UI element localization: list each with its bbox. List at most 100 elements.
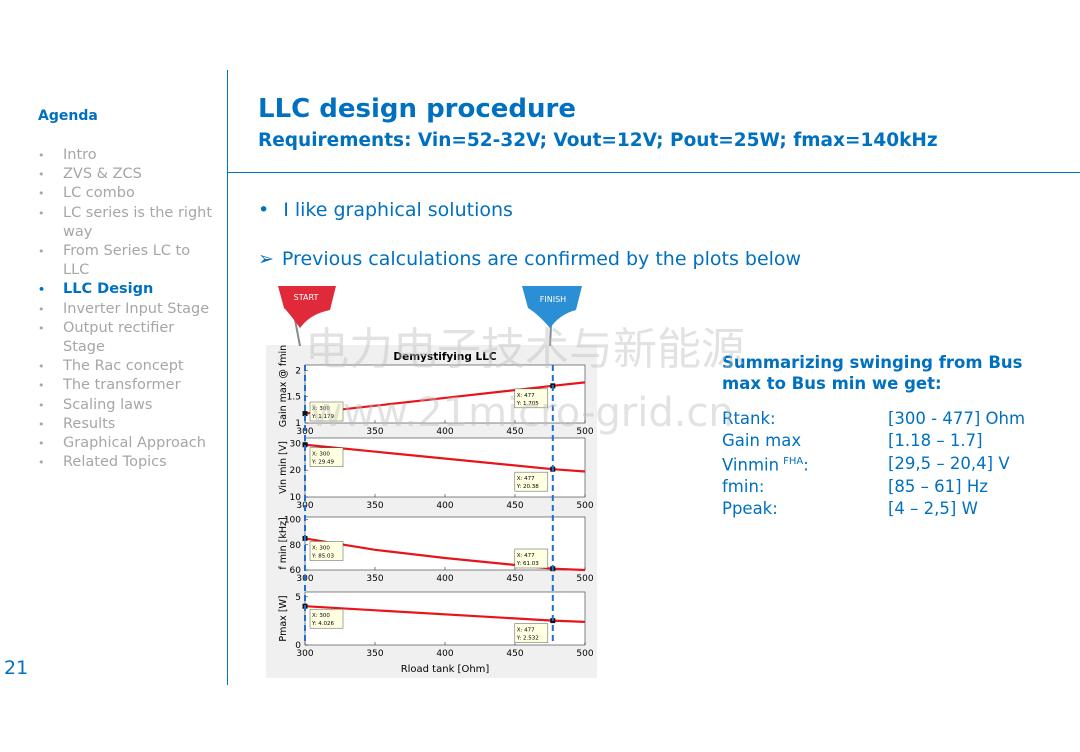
bullet: • I like graphical solutions <box>258 199 513 221</box>
data-tip-y: Y: 4.026 <box>311 621 334 627</box>
y-axis-label: f min [kHz] <box>278 517 289 569</box>
summary-table: Rtank: [300 - 477] Ohm Gain max [1.18 – 1.7… <box>722 408 1025 519</box>
x-tick-label: 500 <box>576 501 593 511</box>
data-tip-x: X: 300 <box>312 545 330 551</box>
summary-label: Gain max <box>722 430 888 452</box>
agenda-item: ZVS & ZCS <box>38 165 218 184</box>
summary-value: [29,5 – 20,4] V <box>888 453 1010 473</box>
data-tip-y: Y: 1.705 <box>516 401 539 407</box>
x-tick-label: 350 <box>366 649 383 659</box>
agenda-item: Scaling laws <box>38 396 218 415</box>
flag-label: START <box>294 293 319 302</box>
data-tip <box>309 447 344 467</box>
x-tick-label: 450 <box>506 574 523 584</box>
x-tick-label: 450 <box>506 427 523 437</box>
summary-value: [4 – 2,5] W <box>888 498 978 518</box>
agenda-item: The Rac concept <box>38 357 218 376</box>
x-axis-label: Rload tank [Ohm] <box>401 664 490 675</box>
x-tick-label: 300 <box>296 649 313 659</box>
agenda-item: LLC Design <box>38 280 218 299</box>
page-number: 21 <box>4 657 29 679</box>
y-axis-label: Gain max @ fmin <box>278 345 289 427</box>
label: fmin: <box>722 477 765 496</box>
y-tick-label: 30 <box>290 439 302 449</box>
summary-row: Ppeak: [4 – 2,5] W <box>722 498 1025 520</box>
label: Rtank: <box>722 409 776 428</box>
y-tick-label: 20 <box>290 466 302 476</box>
agenda-item: Output rectifier Stage <box>38 319 218 357</box>
y-tick-label: 1 <box>295 419 301 429</box>
agenda-item: From Series LC to LLC <box>38 242 218 280</box>
summary-value: [85 – 61] Hz <box>888 477 988 496</box>
summary-value: [300 - 477] Ohm <box>888 409 1026 428</box>
x-tick-label: 500 <box>576 649 593 659</box>
data-tip-x: X: 477 <box>517 393 535 399</box>
y-tick-label: 100 <box>284 516 301 526</box>
agenda-item: Inverter Input Stage <box>38 300 218 319</box>
data-tip <box>514 548 549 569</box>
x-tick-label: 500 <box>576 574 593 584</box>
bullet-text: Previous calculations are confirmed by t… <box>281 248 802 270</box>
chart-title: Demystifying LLC <box>393 351 497 363</box>
x-tick-label: 400 <box>436 649 453 659</box>
data-tip-y: Y: 61.03 <box>516 561 539 567</box>
label: Ppeak: <box>722 498 778 518</box>
summary-row: Rtank: [300 - 477] Ohm <box>722 408 1025 430</box>
data-tip <box>514 388 549 409</box>
x-tick-label: 400 <box>436 574 453 584</box>
y-tick-label: 2 <box>295 366 301 376</box>
flags: START FINISH <box>278 286 582 347</box>
agenda-item: LC series is the right way <box>38 204 218 242</box>
data-tip-x: X: 477 <box>517 628 535 634</box>
x-tick-label: 450 <box>506 501 523 511</box>
series-line <box>304 537 586 572</box>
bullet: ➢ Previous calculations are confirmed by … <box>258 248 802 270</box>
agenda-item: Results <box>38 415 218 434</box>
label-suffix: : <box>803 455 809 475</box>
label: Gain max <box>722 430 802 450</box>
data-tip-x: X: 300 <box>312 406 330 412</box>
y-axis-label: Pmax [W] <box>278 595 289 641</box>
data-tip-x: X: 477 <box>517 553 535 559</box>
summary-row: fmin: [85 – 61] Hz <box>722 476 1025 498</box>
x-tick-label: 350 <box>366 427 383 437</box>
y-tick-label: 0 <box>295 641 301 651</box>
agenda-title: Agenda <box>38 108 98 124</box>
agenda-list: IntroZVS & ZCSLC comboLC series is the r… <box>38 146 218 473</box>
x-tick-label: 400 <box>436 427 453 437</box>
y-tick-label: 5 <box>295 593 301 603</box>
data-tip-y: Y: 85.03 <box>311 553 334 559</box>
y-tick-label: 60 <box>290 566 302 576</box>
y-tick-label: 80 <box>290 541 302 551</box>
agenda-item: The transformer <box>38 376 218 395</box>
watermark: 电力电子技术与新能源 <box>305 324 745 375</box>
bullet-text: I like graphical solutions <box>283 199 513 221</box>
agenda-item: Related Topics <box>38 453 218 472</box>
data-tip <box>309 401 344 422</box>
agenda-item: LC combo <box>38 184 218 203</box>
x-tick-label: 350 <box>366 501 383 511</box>
flag-label: FINISH <box>540 295 566 304</box>
data-tip-y: Y: 2.532 <box>516 636 539 642</box>
y-tick-label: 10 <box>290 493 302 503</box>
divider <box>228 172 1080 173</box>
flag-start <box>278 286 336 328</box>
agenda-item: Graphical Approach <box>38 434 218 453</box>
data-tip-y: Y: 1.179 <box>311 414 334 420</box>
data-tip <box>514 471 549 492</box>
data-tip-y: Y: 29.49 <box>311 460 334 466</box>
y-axis-label: Vin min [V] <box>278 441 289 494</box>
summary-row: Gain max [1.18 – 1.7] <box>722 430 1025 452</box>
x-tick-label: 350 <box>366 574 383 584</box>
data-tip-x: X: 300 <box>312 452 330 458</box>
data-tip <box>309 541 344 561</box>
summary-heading: Summarizing swinging from Bus max to Bus… <box>722 353 1023 393</box>
x-tick-label: 400 <box>436 501 453 511</box>
title: LLC design procedure <box>258 94 576 124</box>
summary-row: Vinmin FHA: [29,5 – 20,4] V <box>722 451 1025 476</box>
summary: Summarizing swinging from Bus max to Bus… <box>722 352 1062 519</box>
x-tick-label: 450 <box>506 649 523 659</box>
x-tick-label: 300 <box>296 427 313 437</box>
divider <box>227 70 228 685</box>
